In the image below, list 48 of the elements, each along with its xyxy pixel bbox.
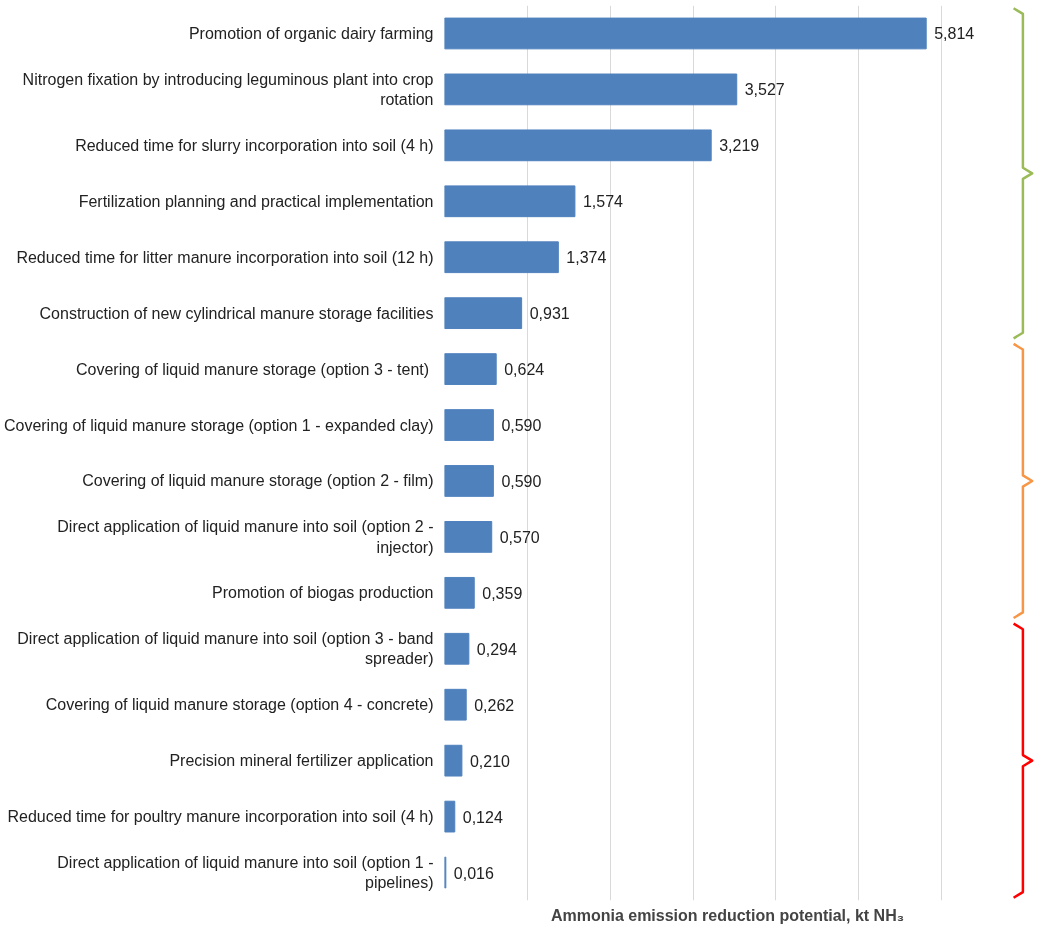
bar <box>444 632 470 665</box>
y-tick-label: Promotion of organic dairy farming <box>188 24 434 42</box>
bar <box>444 465 494 497</box>
bar <box>444 800 456 833</box>
data-label: 0,931 <box>529 305 570 323</box>
data-label: 0,124 <box>462 808 503 826</box>
bar <box>444 409 494 441</box>
x-axis-title: Ammonia emission reduction potential, kt NH₃ <box>550 906 905 924</box>
y-tick-label: Promotion of biogas production <box>212 584 434 602</box>
bar <box>444 521 493 553</box>
y-tick-label: Nitrogen fixation by introducing leguminous plant into crop rotation <box>22 70 434 109</box>
bar <box>444 17 927 50</box>
data-label: 0,016 <box>453 864 494 882</box>
bar <box>444 129 712 162</box>
data-label: 5,814 <box>934 25 975 43</box>
y-tick-label: Covering of liquid manure storage (option 4 - concrete) <box>45 696 434 714</box>
y-tick-label: Reduced time for litter manure incorporation into soil (12 h) <box>16 248 434 266</box>
data-label: 0,359 <box>482 584 523 602</box>
y-tick-label: Construction of new cylindrical manure storage facilities <box>39 304 434 322</box>
y-tick-label: Fertilization planning and practical implementation <box>78 192 434 210</box>
y-tick-label: Direct application of liquid manure into soil (option 3 - band spreader) <box>17 630 434 668</box>
data-label: 3,219 <box>719 137 760 155</box>
y-tick-label: Covering of liquid manure storage (option 3 - tent) <box>75 360 430 378</box>
data-label: 0,294 <box>476 640 517 658</box>
data-label: 1,374 <box>566 249 607 267</box>
bar <box>444 688 467 721</box>
y-tick-label: Covering of liquid manure storage (option 1 - expanded clay) <box>3 416 434 434</box>
data-label: 3,527 <box>744 81 785 99</box>
bar <box>444 744 463 777</box>
data-label: 1,574 <box>582 193 624 211</box>
bar <box>444 241 559 274</box>
bar <box>444 576 475 609</box>
y-tick-label: Covering of liquid manure storage (option 2 - film) <box>82 472 434 490</box>
data-label: 0,590 <box>501 472 542 490</box>
y-tick-label: Reduced time for slurry incorporation into soil (4 h) <box>75 136 434 154</box>
data-label: 0,262 <box>474 696 515 714</box>
bar <box>444 185 576 218</box>
data-label: 0,624 <box>504 361 545 379</box>
bar <box>444 353 497 385</box>
y-tick-label: Direct application of liquid manure into soil (option 1 - pipelines) <box>57 853 434 892</box>
y-tick-label: Reduced time for poultry manure incorporation into soil (4 h) <box>7 808 434 826</box>
data-label: 0,590 <box>501 417 542 435</box>
data-label: 0,570 <box>499 528 540 546</box>
bar <box>444 297 523 330</box>
y-tick-label: Direct application of liquid manure into soil (option 2 - injector) <box>57 518 434 556</box>
bar <box>444 73 738 106</box>
y-tick-label: Precision mineral fertilizer application <box>169 752 434 770</box>
data-label: 0,210 <box>469 752 511 770</box>
